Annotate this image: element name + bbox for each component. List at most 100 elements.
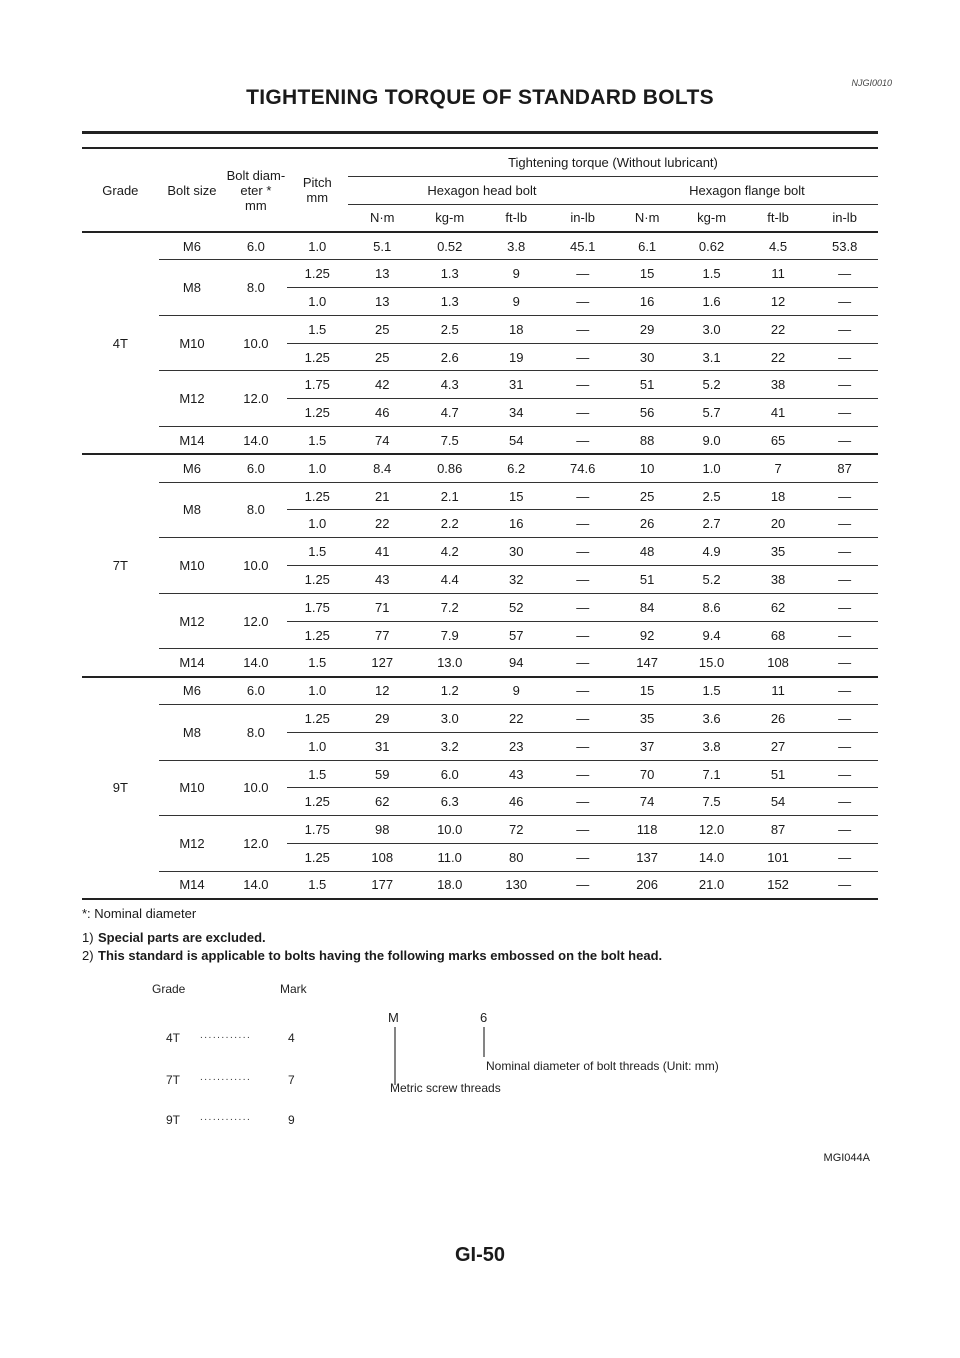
torque-cell: 46 <box>347 398 417 428</box>
torque-cell: 7.2 <box>416 593 483 622</box>
torque-cell: — <box>811 509 878 539</box>
torque-cell: 5.1 <box>347 232 417 261</box>
torque-cell: 5.7 <box>678 398 745 428</box>
torque-cell: 51 <box>744 760 812 789</box>
torque-cell: — <box>811 732 878 761</box>
figure-mark-9: 9 <box>288 1113 295 1127</box>
pitch-cell: 1.0 <box>286 454 348 483</box>
pitch-cell: 1.25 <box>286 621 348 650</box>
torque-cell: 11.0 <box>416 843 483 872</box>
header-unit: kg-m <box>697 210 727 226</box>
torque-cell: 137 <box>615 843 679 872</box>
torque-cell: 29 <box>347 704 417 733</box>
table-row: M10 10.0 1.5 25 2.5 18—29 3.0 22— <box>82 315 878 372</box>
torque-cell: 77 <box>347 621 417 650</box>
torque-cell: 1.3 <box>416 259 483 289</box>
torque-cell: 19 <box>482 343 550 372</box>
torque-cell: 6.0 <box>416 760 483 789</box>
figure-mark-4: 4 <box>288 1031 295 1045</box>
torque-cell: 46 <box>482 787 550 817</box>
torque-cell: 14.0 <box>678 843 745 872</box>
torque-cell: — <box>549 426 616 456</box>
torque-cell: — <box>549 815 616 845</box>
table-row: M12 12.0 1.75 42 4.3 31—51 5.2 38— <box>82 370 878 428</box>
pitch-cell: 1.0 <box>286 676 348 706</box>
torque-cell: 8.6 <box>678 593 745 622</box>
note-number: 2) <box>82 948 94 963</box>
torque-cell: — <box>549 398 616 428</box>
pitch-cell: 1.5 <box>286 648 348 678</box>
torque-cell: — <box>549 676 616 706</box>
torque-cell: 1.3 <box>416 287 483 316</box>
torque-cell: 9 <box>482 676 550 706</box>
pitch-cell: 1.0 <box>286 509 348 539</box>
bolt-diameter-cell: 12.0 <box>225 593 287 650</box>
torque-cell: 7 <box>744 454 812 483</box>
bolt-size-cell: M6 <box>158 676 226 706</box>
torque-cell: 4.9 <box>678 537 745 567</box>
torque-cell: — <box>811 259 878 289</box>
title-rule <box>82 131 878 134</box>
bolt-size-cell: M12 <box>158 593 226 650</box>
torque-cell: 1.0 <box>678 454 745 483</box>
bolt-diameter-cell: 8.0 <box>225 704 287 761</box>
table-row: M12 12.0 1.75 98 10.0 72—118 12.0 87— <box>82 815 878 872</box>
torque-cell: 62 <box>744 593 812 622</box>
torque-cell: 70 <box>615 760 679 789</box>
torque-cell: 25 <box>615 482 679 511</box>
torque-cell: — <box>549 787 616 817</box>
torque-cell: — <box>811 315 878 344</box>
header-hex-flange-bolt: Hexagon flange bolt <box>615 176 878 205</box>
torque-cell: 34 <box>482 398 550 428</box>
bolt-diameter-cell: 6.0 <box>225 454 287 483</box>
torque-cell: 27 <box>744 732 812 761</box>
torque-cell: 84 <box>615 593 679 622</box>
torque-cell: 8.4 <box>347 454 417 483</box>
torque-cell: 72 <box>482 815 550 845</box>
torque-cell: 0.62 <box>678 232 745 261</box>
torque-cell: 30 <box>482 537 550 567</box>
pitch-cell: 1.75 <box>286 815 348 845</box>
torque-cell: — <box>811 343 878 372</box>
bolt-size-cell: M12 <box>158 815 226 872</box>
torque-cell: — <box>549 370 616 400</box>
figure-leader-dots: ............ <box>200 1030 252 1041</box>
torque-cell: 68 <box>744 621 812 650</box>
torque-cell: — <box>811 565 878 594</box>
torque-cell: 74 <box>347 426 417 456</box>
header-unit: N·m <box>369 210 395 226</box>
torque-cell: — <box>549 343 616 372</box>
torque-cell: 26 <box>744 704 812 733</box>
doc-code: NJGI0010 <box>851 78 892 88</box>
torque-cell: 22 <box>744 343 812 372</box>
torque-cell: 12.0 <box>678 815 745 845</box>
pitch-cell: 1.25 <box>286 787 348 817</box>
table-row: 4T M6 6.0 1.0 5.1 0.52 3.8 45.1 6.1 0.62 4.5 53.8 <box>82 232 878 456</box>
pitch-cell: 1.25 <box>286 482 348 511</box>
bolt-diameter-cell: 8.0 <box>225 259 287 316</box>
torque-cell: 51 <box>615 370 679 400</box>
figure-leader-dots: ............ <box>200 1112 252 1123</box>
torque-cell: 118 <box>615 815 679 845</box>
torque-cell: 94 <box>482 648 550 678</box>
bolt-size-cell: M8 <box>158 482 226 539</box>
header-bolt-diameter: Bolt diam- eter * mm <box>226 167 286 213</box>
torque-cell: 152 <box>744 871 812 901</box>
torque-cell: 10.0 <box>416 815 483 845</box>
grade-cell: 9T <box>82 676 159 901</box>
torque-cell: 12 <box>347 676 417 706</box>
torque-cell: 92 <box>615 621 679 650</box>
torque-cell: 9.0 <box>678 426 745 456</box>
pitch-cell: 1.0 <box>286 732 348 761</box>
torque-cell: 13 <box>347 259 417 289</box>
torque-cell: 9 <box>482 287 550 316</box>
bolt-size-cell: M14 <box>158 648 226 678</box>
torque-cell: — <box>811 760 878 789</box>
torque-cell: 41 <box>347 537 417 567</box>
bolt-diameter-cell: 14.0 <box>225 648 287 678</box>
table-row: M8 8.0 1.25 21 2.1 15—25 2.5 18— <box>82 482 878 539</box>
bolt-size-cell: M8 <box>158 704 226 761</box>
torque-cell: 31 <box>347 732 417 761</box>
torque-cell: 4.5 <box>744 232 812 261</box>
torque-cell: 12 <box>744 287 812 316</box>
